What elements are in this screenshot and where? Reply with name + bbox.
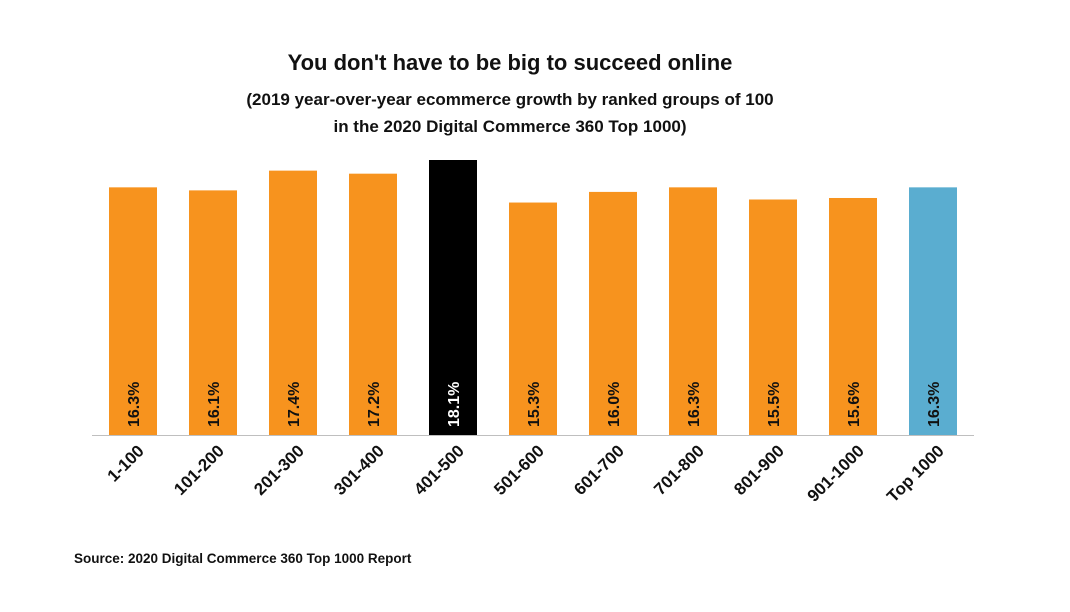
bar-901-1000	[829, 197, 877, 435]
x-tick-label: 701-800	[650, 441, 708, 499]
x-tick-label: 101-200	[170, 441, 228, 499]
bar-401-500	[429, 160, 477, 435]
x-tick-label: 401-500	[410, 441, 468, 499]
data-label: 15.5%	[766, 382, 783, 427]
x-tick-label: 901-1000	[804, 441, 868, 505]
x-tick-label: 1-100	[104, 441, 148, 485]
x-tick-label: 301-400	[330, 441, 388, 499]
data-label: 16.3%	[126, 382, 143, 427]
bar-top-1000	[909, 187, 957, 435]
bar-501-600	[509, 202, 557, 435]
bar-201-300	[269, 170, 317, 435]
bar-301-400	[349, 173, 397, 436]
x-tick-label: 801-900	[730, 441, 788, 499]
data-label: 15.3%	[526, 382, 543, 427]
chart-subtitle-line1: (2019 year-over-year ecommerce growth by…	[246, 90, 774, 109]
bar-801-900	[749, 199, 797, 435]
x-tick-label: Top 1000	[883, 441, 948, 506]
chart-subtitle-line2: in the 2020 Digital Commerce 360 Top 100…	[333, 117, 687, 136]
x-tick-label: 601-700	[570, 441, 628, 499]
source-note: Source: 2020 Digital Commerce 360 Top 10…	[74, 551, 412, 566]
data-label: 16.3%	[926, 382, 943, 427]
bar-1-100	[109, 187, 157, 435]
bar-601-700	[589, 191, 637, 435]
data-label: 17.4%	[286, 382, 303, 427]
data-label: 15.6%	[846, 382, 863, 427]
data-label: 17.2%	[366, 382, 383, 427]
bar-701-800	[669, 187, 717, 435]
data-label: 16.1%	[206, 382, 223, 427]
data-label: 16.3%	[686, 382, 703, 427]
chart-title: You don't have to be big to succeed onli…	[287, 50, 733, 75]
data-label: 16.0%	[606, 382, 623, 427]
x-tick-label: 201-300	[250, 441, 308, 499]
x-tick-label: 501-600	[490, 441, 548, 499]
bar-101-200	[189, 190, 237, 435]
data-label: 18.1%	[446, 382, 463, 427]
